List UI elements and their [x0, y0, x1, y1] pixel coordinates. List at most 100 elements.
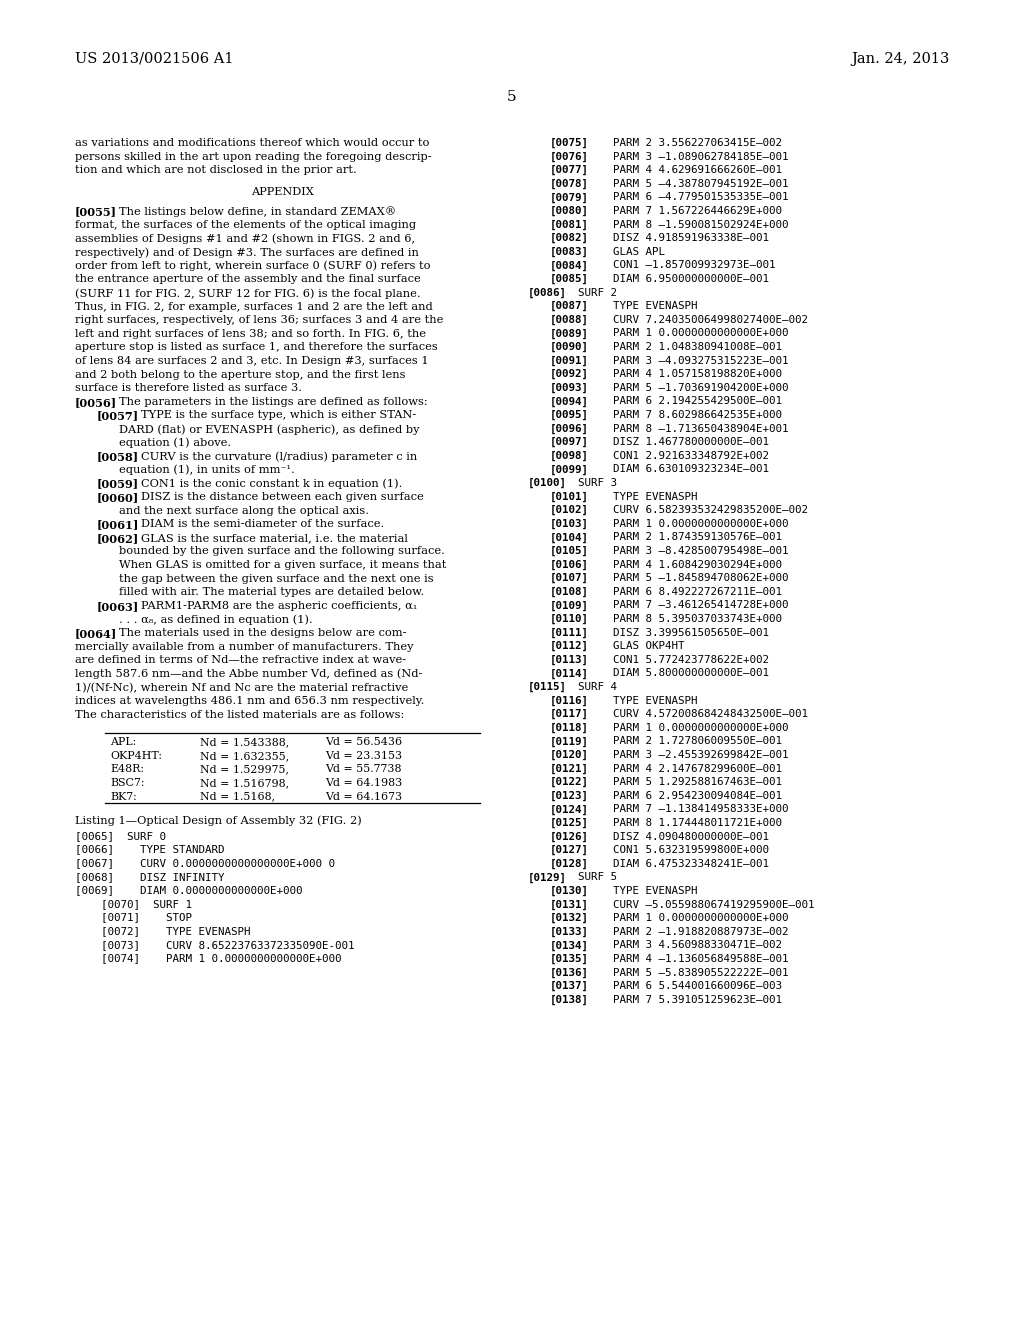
Text: 5: 5 — [507, 90, 517, 104]
Text: [0082]: [0082] — [550, 234, 589, 243]
Text: CON1 2.921633348792E+002: CON1 2.921633348792E+002 — [587, 451, 769, 461]
Text: [0084]: [0084] — [550, 260, 589, 271]
Text: [0083]: [0083] — [550, 247, 589, 257]
Text: OKP4HT:: OKP4HT: — [110, 751, 162, 760]
Text: When GLAS is omitted for a given surface, it means that: When GLAS is omitted for a given surface… — [119, 560, 446, 570]
Text: [0111]: [0111] — [550, 627, 589, 638]
Text: [0129]: [0129] — [528, 873, 567, 883]
Text: aperture stop is listed as surface 1, and therefore the surfaces: aperture stop is listed as surface 1, an… — [75, 342, 437, 352]
Text: PARM 7 –1.138414958333E+000: PARM 7 –1.138414958333E+000 — [587, 804, 788, 814]
Text: PARM 1 0.0000000000000E+000: PARM 1 0.0000000000000E+000 — [587, 913, 788, 923]
Text: [0122]: [0122] — [550, 777, 589, 788]
Text: [0086]: [0086] — [528, 288, 567, 298]
Text: (SURF 11 for FIG. 2, SURF 12 for FIG. 6) is the focal plane.: (SURF 11 for FIG. 2, SURF 12 for FIG. 6)… — [75, 288, 421, 298]
Text: PARM 1 0.0000000000000E+000: PARM 1 0.0000000000000E+000 — [587, 519, 788, 529]
Text: DISZ 1.467780000000E–001: DISZ 1.467780000000E–001 — [587, 437, 769, 447]
Text: [0099]: [0099] — [550, 465, 589, 475]
Text: equation (1) above.: equation (1) above. — [119, 438, 231, 449]
Text: Jan. 24, 2013: Jan. 24, 2013 — [852, 51, 950, 66]
Text: [0073]    CURV 8.65223763372335090E-001: [0073] CURV 8.65223763372335090E-001 — [75, 940, 354, 949]
Text: filled with air. The material types are detailed below.: filled with air. The material types are … — [119, 587, 424, 597]
Text: PARM 5 –4.387807945192E–001: PARM 5 –4.387807945192E–001 — [587, 178, 788, 189]
Text: [0120]: [0120] — [550, 750, 589, 760]
Text: PARM 4 –1.136056849588E–001: PARM 4 –1.136056849588E–001 — [587, 954, 788, 964]
Text: [0138]: [0138] — [550, 995, 589, 1005]
Text: [0124]: [0124] — [550, 804, 589, 814]
Text: PARM 6 5.544001660096E–003: PARM 6 5.544001660096E–003 — [587, 981, 781, 991]
Text: Nd = 1.632355,: Nd = 1.632355, — [200, 751, 289, 760]
Text: TYPE is the surface type, which is either STAN-: TYPE is the surface type, which is eithe… — [141, 411, 416, 420]
Text: . . . α₈, as defined in equation (1).: . . . α₈, as defined in equation (1). — [119, 614, 312, 624]
Text: mercially available from a number of manufacturers. They: mercially available from a number of man… — [75, 642, 414, 652]
Text: [0091]: [0091] — [550, 355, 589, 366]
Text: [0115]: [0115] — [528, 682, 567, 692]
Text: PARM 8 5.395037033743E+000: PARM 8 5.395037033743E+000 — [587, 614, 781, 624]
Text: PARM 2 1.048380941008E–001: PARM 2 1.048380941008E–001 — [587, 342, 781, 352]
Text: SURF 2: SURF 2 — [564, 288, 616, 297]
Text: BSC7:: BSC7: — [110, 777, 144, 788]
Text: the gap between the given surface and the next one is: the gap between the given surface and th… — [119, 574, 433, 583]
Text: The listings below define, in standard ZEMAX®: The listings below define, in standard Z… — [119, 206, 396, 218]
Text: length 587.6 nm—and the Abbe number Vd, defined as (Nd-: length 587.6 nm—and the Abbe number Vd, … — [75, 669, 422, 680]
Text: and the next surface along the optical axis.: and the next surface along the optical a… — [119, 506, 369, 516]
Text: PARM 4 1.608429030294E+000: PARM 4 1.608429030294E+000 — [587, 560, 781, 570]
Text: CURV –5.055988067419295900E–001: CURV –5.055988067419295900E–001 — [587, 900, 814, 909]
Text: DISZ 4.918591963338E–001: DISZ 4.918591963338E–001 — [587, 234, 769, 243]
Text: Nd = 1.543388,: Nd = 1.543388, — [200, 737, 289, 747]
Text: PARM 2 –1.918820887973E–002: PARM 2 –1.918820887973E–002 — [587, 927, 788, 937]
Text: Vd = 64.1673: Vd = 64.1673 — [325, 792, 402, 801]
Text: CON1 5.772423778622E+002: CON1 5.772423778622E+002 — [587, 655, 769, 665]
Text: CURV is the curvature (l/radius) parameter c in: CURV is the curvature (l/radius) paramet… — [141, 451, 417, 462]
Text: PARM 6 8.492227267211E–001: PARM 6 8.492227267211E–001 — [587, 587, 781, 597]
Text: Thus, in FIG. 2, for example, surfaces 1 and 2 are the left and: Thus, in FIG. 2, for example, surfaces 1… — [75, 301, 433, 312]
Text: [0087]: [0087] — [550, 301, 589, 312]
Text: tion and which are not disclosed in the prior art.: tion and which are not disclosed in the … — [75, 165, 356, 176]
Text: [0117]: [0117] — [550, 709, 589, 719]
Text: [0098]: [0098] — [550, 451, 589, 461]
Text: SURF 4: SURF 4 — [564, 682, 616, 692]
Text: [0065]  SURF 0: [0065] SURF 0 — [75, 830, 166, 841]
Text: [0118]: [0118] — [550, 723, 589, 733]
Text: DIAM 6.630109323234E–001: DIAM 6.630109323234E–001 — [587, 465, 769, 474]
Text: GLAS APL: GLAS APL — [587, 247, 665, 257]
Text: PARM 5 –5.838905522222E–001: PARM 5 –5.838905522222E–001 — [587, 968, 788, 978]
Text: [0057]: [0057] — [97, 411, 139, 421]
Text: 1)/(Nf-Nc), wherein Nf and Nc are the material refractive: 1)/(Nf-Nc), wherein Nf and Nc are the ma… — [75, 682, 409, 693]
Text: Vd = 23.3153: Vd = 23.3153 — [325, 751, 402, 760]
Text: CON1 5.632319599800E+000: CON1 5.632319599800E+000 — [587, 845, 769, 855]
Text: [0112]: [0112] — [550, 642, 589, 651]
Text: SURF 3: SURF 3 — [564, 478, 616, 488]
Text: respectively) and of Design #3. The surfaces are defined in: respectively) and of Design #3. The surf… — [75, 247, 419, 257]
Text: [0090]: [0090] — [550, 342, 589, 352]
Text: [0107]: [0107] — [550, 573, 589, 583]
Text: [0077]: [0077] — [550, 165, 589, 176]
Text: [0078]: [0078] — [550, 178, 589, 189]
Text: Vd = 55.7738: Vd = 55.7738 — [325, 764, 401, 775]
Text: right surfaces, respectively, of lens 36; surfaces 3 and 4 are the: right surfaces, respectively, of lens 36… — [75, 315, 443, 325]
Text: GLAS is the surface material, i.e. the material: GLAS is the surface material, i.e. the m… — [141, 533, 408, 543]
Text: [0114]: [0114] — [550, 668, 589, 678]
Text: left and right surfaces of lens 38; and so forth. In FIG. 6, the: left and right surfaces of lens 38; and … — [75, 329, 426, 339]
Text: [0085]: [0085] — [550, 275, 589, 284]
Text: [0058]: [0058] — [97, 451, 139, 462]
Text: The parameters in the listings are defined as follows:: The parameters in the listings are defin… — [119, 397, 428, 407]
Text: [0106]: [0106] — [550, 560, 589, 570]
Text: of lens 84 are surfaces 2 and 3, etc. In Design #3, surfaces 1: of lens 84 are surfaces 2 and 3, etc. In… — [75, 356, 429, 366]
Text: [0110]: [0110] — [550, 614, 589, 624]
Text: [0116]: [0116] — [550, 696, 589, 706]
Text: DIAM 5.800000000000E–001: DIAM 5.800000000000E–001 — [587, 668, 769, 678]
Text: [0063]: [0063] — [97, 601, 139, 611]
Text: [0096]: [0096] — [550, 424, 589, 434]
Text: PARM 8 –1.713650438904E+001: PARM 8 –1.713650438904E+001 — [587, 424, 788, 433]
Text: DIAM 6.950000000000E–001: DIAM 6.950000000000E–001 — [587, 275, 769, 284]
Text: TYPE EVENASPH: TYPE EVENASPH — [587, 696, 697, 706]
Text: [0126]: [0126] — [550, 832, 589, 842]
Text: The materials used in the designs below are com-: The materials used in the designs below … — [119, 628, 407, 638]
Text: PARM 3 4.560988330471E–002: PARM 3 4.560988330471E–002 — [587, 940, 781, 950]
Text: [0064]: [0064] — [75, 628, 118, 639]
Text: [0074]    PARM 1 0.0000000000000E+000: [0074] PARM 1 0.0000000000000E+000 — [75, 953, 341, 964]
Text: [0109]: [0109] — [550, 601, 589, 611]
Text: [0079]: [0079] — [550, 193, 589, 202]
Text: [0130]: [0130] — [550, 886, 589, 896]
Text: PARM 5 1.292588167463E–001: PARM 5 1.292588167463E–001 — [587, 777, 781, 787]
